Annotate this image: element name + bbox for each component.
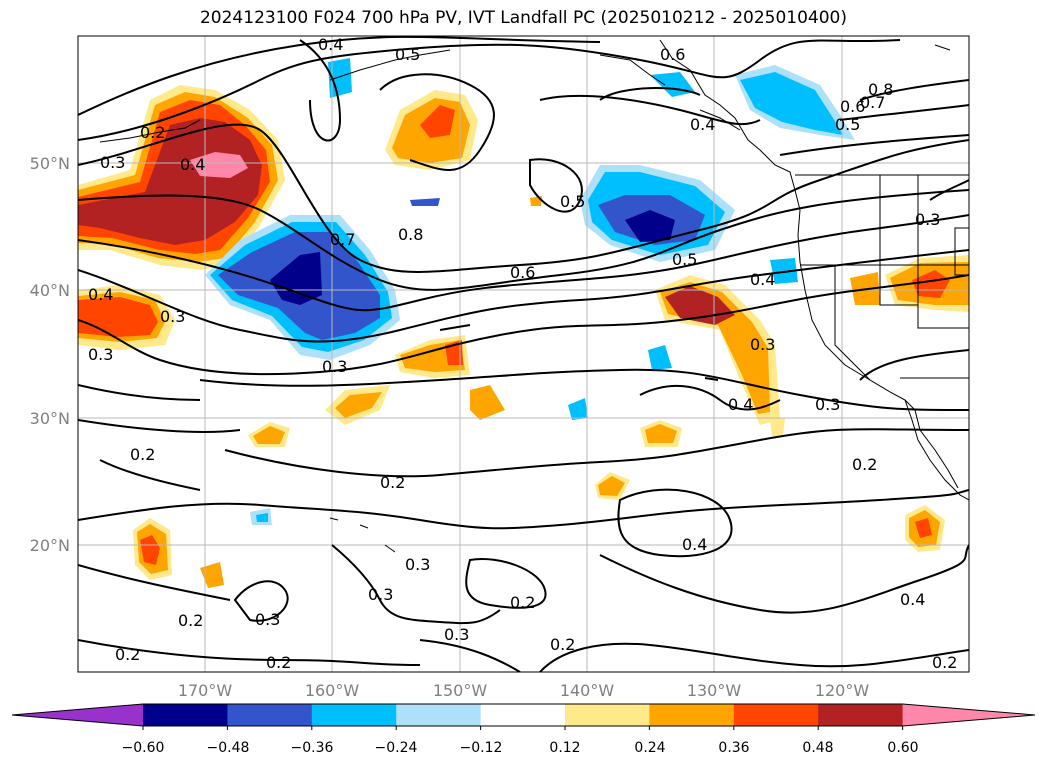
colorbar-segment <box>649 704 735 726</box>
contour-label: 0.3 <box>368 585 393 604</box>
anomaly-shading <box>78 58 969 588</box>
contour-label: 0.6 <box>840 97 865 116</box>
contour-label: 0.2 <box>130 445 155 464</box>
contour-label: 0.3 <box>405 555 430 574</box>
colorbar-tick-labels: −0.60 −0.48 −0.36 −0.24 −0.12 0.12 0.24 … <box>122 740 919 756</box>
lat-label: 40°N <box>30 281 70 300</box>
positive-anomaly-far-east <box>850 255 969 312</box>
pv-contours <box>78 36 969 672</box>
contour-label: 0.7 <box>330 230 355 249</box>
colorbar-tick-label: −0.36 <box>291 740 334 756</box>
lon-label: 160°W <box>305 681 360 700</box>
lon-label: 130°W <box>687 681 742 700</box>
contour-label: 0.4 <box>900 590 925 609</box>
colorbar-segment <box>565 704 650 726</box>
contour-label: 0.2 <box>550 635 575 654</box>
small-anomaly-patches <box>133 58 945 588</box>
colorbar-tick-label: 0.24 <box>634 740 665 756</box>
colorbar-tick-label: 0.36 <box>718 740 749 756</box>
contour-label: 0.4 <box>690 115 715 134</box>
contour-label: 0.4 <box>318 35 343 54</box>
lat-label: 50°N <box>30 154 70 173</box>
positive-anomaly-north-central <box>385 90 478 170</box>
graticule <box>78 36 969 672</box>
contour-label: 0.2 <box>852 455 877 474</box>
colorbar-segment <box>480 704 566 726</box>
colorbar-tick-label: 0.12 <box>549 740 580 756</box>
colorbar-segment <box>311 704 397 726</box>
colorbar-segment <box>227 704 313 726</box>
contour-label: 0.2 <box>932 653 957 672</box>
contour-label: 0.3 <box>444 625 469 644</box>
colorbar-tick-label: −0.24 <box>375 740 418 756</box>
contour-label: 0.3 <box>88 345 113 364</box>
contour-label: 0.2 <box>266 653 291 672</box>
lon-label: 120°W <box>815 681 870 700</box>
latitude-labels: 50°N 40°N 30°N 20°N <box>30 154 70 555</box>
contour-label: 0.3 <box>915 210 940 229</box>
colorbar-tick-label: 0.60 <box>887 740 918 756</box>
contour-label: 0.3 <box>815 395 840 414</box>
lon-label: 150°W <box>433 681 488 700</box>
colorbar-extend-max <box>902 704 1035 726</box>
contour-label: 0.4 <box>750 270 775 289</box>
contour-label: 0.5 <box>672 250 697 269</box>
coastlines <box>99 39 969 553</box>
lat-label: 20°N <box>30 536 70 555</box>
contour-label: 0.6 <box>510 263 535 282</box>
contour-label: 0.3 <box>750 335 775 354</box>
contour-label: 0.3 <box>255 610 280 629</box>
colorbar <box>11 703 1036 730</box>
colorbar-segment <box>143 704 228 726</box>
contour-label: 0.6 <box>660 45 685 64</box>
contour-label: 0.2 <box>510 593 535 612</box>
colorbar-segment <box>733 704 819 726</box>
contour-label: 0.5 <box>560 192 585 211</box>
colorbar-tick-label: −0.12 <box>460 740 503 756</box>
map-frame <box>77 35 970 673</box>
contour-label: 0.4 <box>682 535 707 554</box>
contour-label: 0.7 <box>860 93 885 112</box>
contour-label: 0.2 <box>178 611 203 630</box>
colorbar-tick-label: −0.48 <box>207 740 250 756</box>
negative-anomaly-central <box>205 215 400 360</box>
contour-label: 0.2 <box>140 123 165 142</box>
positive-anomaly-blob-northwest <box>78 85 285 270</box>
colorbar-segment <box>818 704 904 726</box>
lon-label: 140°W <box>560 681 615 700</box>
contour-label: 0.3 <box>100 153 125 172</box>
contour-label: 0.3 <box>322 357 347 376</box>
contour-label: 0.3 <box>160 307 185 326</box>
longitude-labels: 170°W 160°W 150°W 140°W 130°W 120°W <box>178 681 870 700</box>
colorbar-extend-min <box>12 704 143 726</box>
contour-label: 0.4 <box>180 155 205 174</box>
contour-label: 0.2 <box>380 473 405 492</box>
positive-anomaly-west-40n <box>78 285 175 350</box>
map-title: 2024123100 F024 700 hPa PV, IVT Landfall… <box>199 8 847 28</box>
contour-label: 0.4 <box>88 285 113 304</box>
contour-label: 0.4 <box>728 395 753 414</box>
contour-label: 0.5 <box>395 45 420 64</box>
contour-label: 0.2 <box>115 645 140 664</box>
colorbar-segment <box>396 704 482 726</box>
contour-label: 0.5 <box>835 115 860 134</box>
colorbar-tick-label: 0.48 <box>802 740 833 756</box>
contour-label: 0.8 <box>868 80 893 99</box>
contour-labels: 0.4 0.5 0.6 0.2 0.3 0.4 0.3 0.3 0.7 0.8 … <box>88 35 957 672</box>
contour-label: 0.8 <box>398 225 423 244</box>
lon-label: 170°W <box>178 681 233 700</box>
colorbar-tick-label: −0.60 <box>122 740 165 756</box>
lat-label: 30°N <box>30 409 70 428</box>
